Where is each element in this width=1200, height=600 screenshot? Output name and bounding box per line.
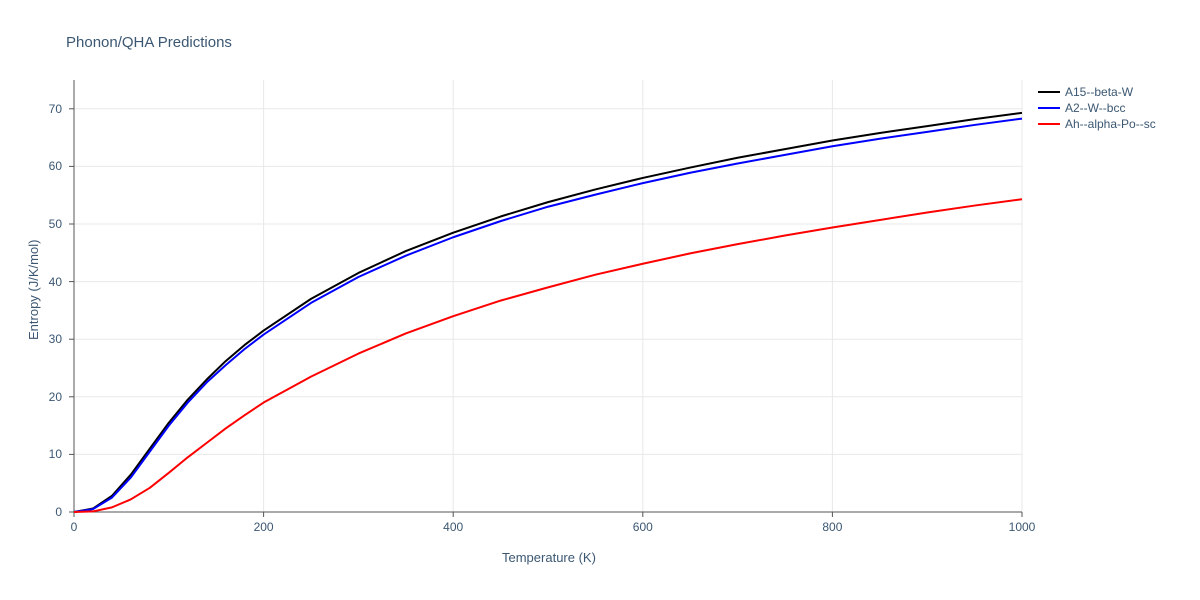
chart-container: Phonon/QHA Predictions Entropy (J/K/mol)… xyxy=(0,0,1200,600)
x-axis-label: Temperature (K) xyxy=(502,550,596,565)
legend-label: Ah--alpha-Po--sc xyxy=(1065,117,1156,131)
legend: A15--beta-W A2--W--bcc Ah--alpha-Po--sc xyxy=(1038,84,1156,132)
y-tick-label: 30 xyxy=(49,332,62,346)
legend-swatch xyxy=(1038,123,1060,125)
x-tick-label: 400 xyxy=(443,520,463,534)
y-tick-label: 70 xyxy=(49,102,62,116)
legend-item[interactable]: Ah--alpha-Po--sc xyxy=(1038,116,1156,132)
x-tick-label: 1000 xyxy=(1009,520,1036,534)
x-tick-label: 200 xyxy=(254,520,274,534)
plot-area xyxy=(64,70,1032,522)
legend-swatch xyxy=(1038,107,1060,109)
x-tick-label: 600 xyxy=(633,520,653,534)
y-tick-label: 0 xyxy=(55,505,62,519)
y-tick-label: 60 xyxy=(49,159,62,173)
legend-item[interactable]: A2--W--bcc xyxy=(1038,100,1156,116)
y-tick-label: 20 xyxy=(49,390,62,404)
y-tick-label: 10 xyxy=(49,447,62,461)
series-line xyxy=(74,119,1022,512)
y-tick-label: 50 xyxy=(49,217,62,231)
series-line xyxy=(74,113,1022,512)
legend-swatch xyxy=(1038,91,1060,93)
y-axis-label: Entropy (J/K/mol) xyxy=(26,240,41,340)
legend-label: A15--beta-W xyxy=(1065,85,1133,99)
y-tick-label: 40 xyxy=(49,275,62,289)
x-tick-label: 0 xyxy=(71,520,78,534)
chart-title: Phonon/QHA Predictions xyxy=(66,34,232,51)
legend-label: A2--W--bcc xyxy=(1065,101,1125,115)
series-line xyxy=(74,199,1022,512)
x-tick-label: 800 xyxy=(822,520,842,534)
legend-item[interactable]: A15--beta-W xyxy=(1038,84,1156,100)
